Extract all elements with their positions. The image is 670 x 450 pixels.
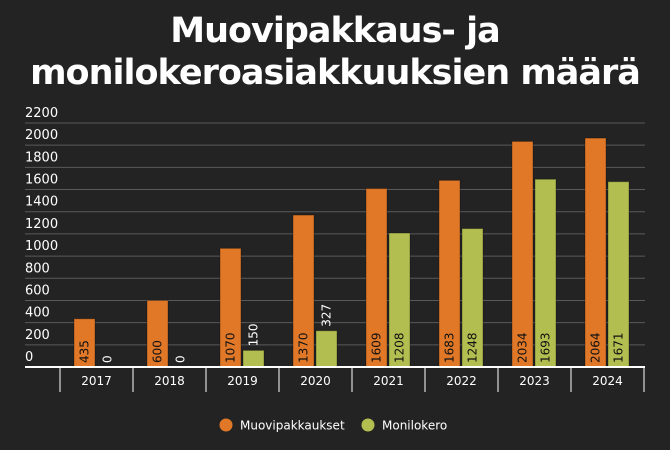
y-tick-label: 200 xyxy=(25,328,50,343)
data-label: 0 xyxy=(174,355,188,363)
x-tick-label: 2017 xyxy=(81,374,112,388)
x-tick-label: 2021 xyxy=(373,374,404,388)
y-tick-label: 2000 xyxy=(25,128,58,143)
y-tick-label: 0 xyxy=(25,350,33,365)
data-label: 1070 xyxy=(224,332,238,363)
legend-label: Monilokero xyxy=(382,419,447,433)
data-label: 1609 xyxy=(370,332,384,363)
data-label: 1693 xyxy=(539,332,553,363)
data-label: 2064 xyxy=(589,332,603,363)
y-tick-label: 1400 xyxy=(25,195,58,210)
y-tick-label: 800 xyxy=(25,261,50,276)
chart-title-line-1: Muovipakkaus- ja xyxy=(170,11,501,51)
chart-title-line-2: monilokeroasiakkuuksien määrä xyxy=(30,53,641,93)
x-tick-label: 2023 xyxy=(519,374,550,388)
y-tick-label: 1600 xyxy=(25,173,58,188)
y-tick-label: 1800 xyxy=(25,150,58,165)
legend-marker-monilokero xyxy=(361,418,375,432)
y-tick-label: 400 xyxy=(25,306,50,321)
x-tick-label: 2022 xyxy=(446,374,477,388)
chart-title: Muovipakkaus- ja monilokeroasiakkuuksien… xyxy=(0,10,670,94)
bar-monilokero xyxy=(242,349,265,368)
legend-label: Muovipakkaukset xyxy=(240,419,345,433)
y-tick-label: 1000 xyxy=(25,239,58,254)
legend-marker-muovipakkaukset xyxy=(219,418,233,432)
data-label: 150 xyxy=(247,323,261,346)
data-label: 1671 xyxy=(612,332,626,363)
data-label: 600 xyxy=(151,340,165,363)
x-tick-label: 2020 xyxy=(300,374,331,388)
data-label: 327 xyxy=(320,304,334,327)
y-tick-label: 600 xyxy=(25,283,50,298)
x-tick-label: 2018 xyxy=(154,374,185,388)
data-label: 1683 xyxy=(443,332,457,363)
data-label: 0 xyxy=(101,355,115,363)
data-label: 2034 xyxy=(516,332,530,363)
x-tick-label: 2024 xyxy=(592,374,623,388)
data-label: 435 xyxy=(78,340,92,363)
data-label: 1208 xyxy=(393,332,407,363)
bar-monilokero xyxy=(315,330,338,368)
data-label: 1248 xyxy=(466,332,480,363)
y-tick-label: 2200 xyxy=(25,106,58,121)
y-tick-label: 1200 xyxy=(25,217,58,232)
x-tick-label: 2019 xyxy=(227,374,258,388)
data-label: 1370 xyxy=(297,332,311,363)
